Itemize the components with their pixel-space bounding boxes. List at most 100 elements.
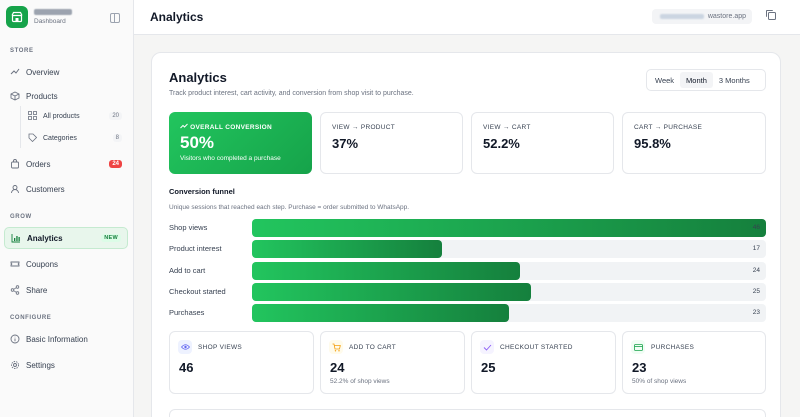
sidebar-item-label: Overview (26, 67, 60, 77)
sidebar-item-label: Settings (26, 360, 55, 370)
stat-label: CHECKOUT STARTED (500, 344, 573, 351)
sidebar-item-coupons[interactable]: Coupons (4, 253, 128, 275)
next-section-card (169, 409, 766, 417)
kpi-cart-to-purchase: CART → PURCHASE 95.8% (622, 112, 766, 174)
sidebar-item-label: Share (26, 285, 48, 295)
gear-icon (10, 360, 20, 370)
kpi-label: VIEW → CART (483, 124, 531, 131)
sidebar-item-label: Basic Information (26, 334, 88, 344)
sidebar-item-basic-information[interactable]: Basic Information (4, 328, 128, 350)
kpi-label: OVERALL CONVERSION (180, 123, 272, 131)
sidebar-item-analytics[interactable]: Analytics NEW (4, 227, 128, 249)
sidebar-item-label: All products (43, 112, 80, 120)
sidebar-item-label: Analytics (27, 233, 63, 243)
funnel-row: Add to cart 24 (169, 262, 766, 280)
bag-icon (10, 159, 20, 169)
checkout-icon (480, 340, 494, 354)
kpi-description: Visitors who completed a purchase (180, 155, 281, 162)
stat-label: PURCHASES (651, 344, 695, 351)
sidebar-item-share[interactable]: Share (4, 279, 128, 301)
funnel-row: Product interest 17 (169, 240, 766, 258)
sidebar-item-orders[interactable]: Orders 24 (4, 153, 128, 175)
box-icon (10, 91, 20, 101)
kpi-label: VIEW → PRODUCT (332, 124, 396, 131)
kpi-value: 95.8% (634, 136, 671, 151)
ticket-icon (10, 259, 20, 269)
count-badge: 20 (109, 112, 122, 120)
funnel-step-label: Add to cart (169, 266, 206, 275)
funnel-step-value: 23 (752, 309, 760, 316)
analytics-card: Analytics Track product interest, cart a… (151, 52, 781, 417)
stat-subtext: 52.2% of shop views (330, 378, 390, 385)
funnel-step-value: 17 (752, 245, 760, 252)
sidebar-item-label: Orders (26, 159, 51, 169)
funnel-subtitle: Unique sessions that reached each step. … (169, 204, 410, 211)
sidebar-item-overview[interactable]: Overview (4, 61, 128, 83)
sidebar-item-customers[interactable]: Customers (4, 178, 128, 200)
share-icon (10, 285, 20, 295)
stat-value: 23 (632, 360, 647, 375)
funnel-row: Shop views 46 (169, 219, 766, 237)
sidebar-item-products[interactable]: Products (4, 85, 128, 107)
stat-value: 25 (481, 360, 496, 375)
stat-value: 46 (179, 360, 194, 375)
store-url-redacted (660, 14, 704, 19)
eye-icon (178, 340, 192, 354)
funnel-step-value: 24 (752, 267, 760, 274)
top-bar: Analytics wastore.app (134, 0, 800, 35)
stat-card-checkout-started: CHECKOUT STARTED 25 (471, 331, 616, 394)
store-logo-icon (6, 6, 28, 28)
count-badge: 8 (112, 134, 122, 142)
range-week-button[interactable]: Week (655, 75, 675, 85)
user-icon (10, 184, 20, 194)
sidebar-item-all-products[interactable]: All products 20 (24, 107, 124, 125)
kpi-overall-conversion: OVERALL CONVERSION 50% Visitors who comp… (169, 112, 312, 174)
store-url-pill[interactable]: wastore.app (652, 9, 752, 24)
section-subtitle: Track product interest, cart activity, a… (169, 90, 414, 97)
kpi-view-to-cart: VIEW → CART 52.2% (471, 112, 614, 174)
section-label-grow: GROW (10, 214, 32, 220)
funnel-bar (252, 304, 509, 322)
funnel-title: Conversion funnel (169, 187, 235, 196)
info-icon (10, 334, 20, 344)
store-url-suffix: wastore.app (707, 13, 746, 20)
funnel-track: 23 (252, 304, 766, 322)
funnel-step-value: 46 (752, 224, 760, 231)
section-label-store: STORE (10, 48, 34, 54)
grid-icon (28, 110, 37, 122)
sidebar-item-settings[interactable]: Settings (4, 354, 128, 376)
funnel-bar (252, 240, 442, 258)
funnel-track: 24 (252, 262, 766, 280)
funnel-step-label: Shop views (169, 223, 208, 232)
stat-card-add-to-cart: ADD TO CART 24 52.2% of shop views (320, 331, 465, 394)
sidebar-item-categories[interactable]: Categories 8 (24, 129, 124, 147)
stat-subtext: 50% of shop views (632, 378, 687, 385)
range-month-button[interactable]: Month (680, 72, 713, 88)
bar-chart-icon (11, 233, 21, 243)
sidebar-item-label: Customers (26, 184, 65, 194)
range-3-months-button[interactable]: 3 Months (718, 75, 750, 85)
section-title: Analytics (169, 70, 227, 85)
funnel-bar (252, 219, 766, 237)
funnel-track: 25 (252, 283, 766, 301)
collapse-sidebar-icon[interactable] (110, 13, 120, 23)
sidebar-item-label: Coupons (26, 259, 59, 269)
funnel-row: Checkout started 25 (169, 283, 766, 301)
stat-value: 24 (330, 360, 345, 375)
copy-icon[interactable] (766, 10, 776, 20)
funnel-step-label: Product interest (169, 244, 222, 253)
funnel-track: 46 (252, 219, 766, 237)
funnel-bar (252, 262, 521, 280)
sidebar: Dashboard STORE Overview Products All pr… (0, 0, 134, 417)
orders-count-badge: 24 (109, 160, 122, 168)
funnel-row: Purchases 23 (169, 304, 766, 322)
stat-label: ADD TO CART (349, 344, 397, 351)
funnel-bar (252, 283, 532, 301)
brand[interactable]: Dashboard (6, 6, 72, 28)
kpi-value: 37% (332, 136, 359, 151)
stat-card-shop-views: SHOP VIEWS 46 (169, 331, 314, 394)
funnel-step-label: Purchases (169, 308, 205, 317)
kpi-label: CART → PURCHASE (634, 124, 703, 131)
stat-label: SHOP VIEWS (198, 344, 243, 351)
trend-up-icon (180, 123, 188, 129)
